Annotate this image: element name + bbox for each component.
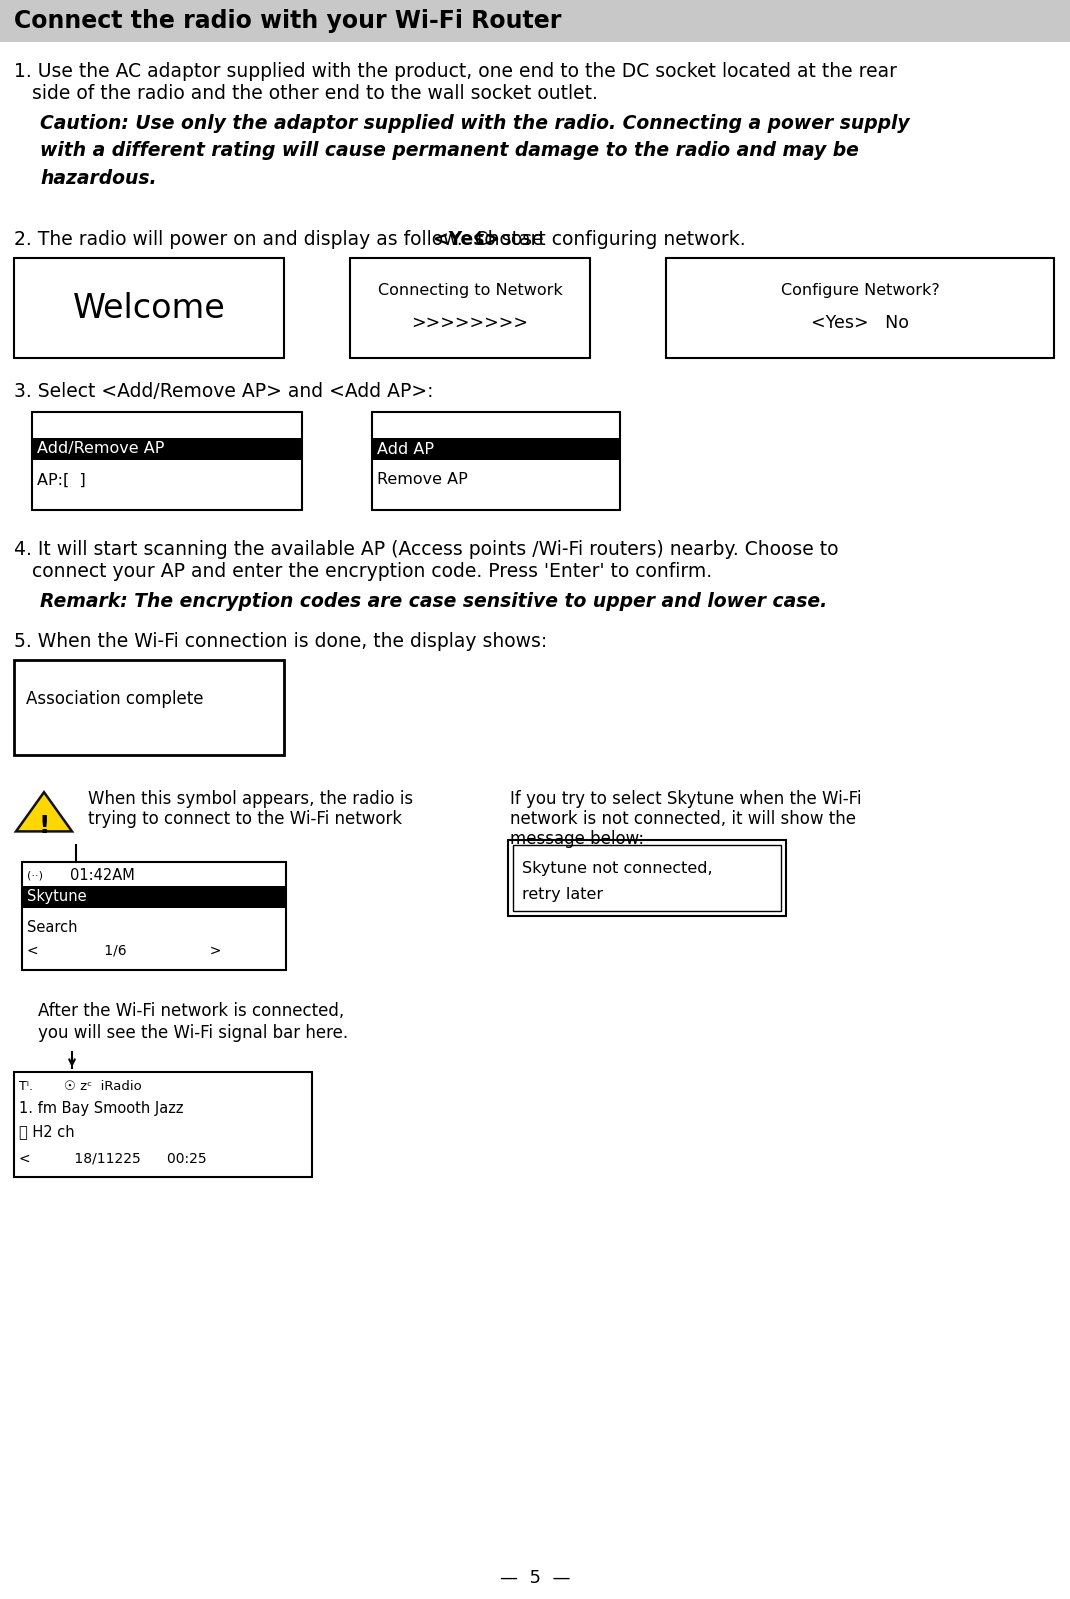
- Text: Add AP: Add AP: [377, 441, 434, 456]
- Text: Remove AP: Remove AP: [377, 472, 468, 488]
- Text: you will see the Wi-Fi signal bar here.: you will see the Wi-Fi signal bar here.: [39, 1023, 348, 1043]
- Bar: [32, 438, 302, 461]
- Text: 5. When the Wi-Fi connection is done, the display shows:: 5. When the Wi-Fi connection is done, th…: [14, 632, 547, 651]
- Text: When this symbol appears, the radio is: When this symbol appears, the radio is: [88, 790, 413, 807]
- Text: Connect the radio with your Wi-Fi Router: Connect the radio with your Wi-Fi Router: [14, 10, 562, 34]
- Text: 1. Use the AC adaptor supplied with the product, one end to the DC socket locate: 1. Use the AC adaptor supplied with the …: [14, 62, 897, 82]
- Text: <Yes>   No: <Yes> No: [811, 313, 910, 333]
- Text: <Yes>: <Yes>: [432, 230, 500, 249]
- Bar: [32, 413, 302, 510]
- Text: trying to connect to the Wi-Fi network: trying to connect to the Wi-Fi network: [88, 811, 402, 828]
- Text: >>>>>>>>: >>>>>>>>: [412, 313, 529, 333]
- Text: 3. Select <Add/Remove AP> and <Add AP>:: 3. Select <Add/Remove AP> and <Add AP>:: [14, 382, 433, 401]
- Bar: [513, 844, 781, 911]
- Text: connect your AP and enter the encryption code. Press 'Enter' to confirm.: connect your AP and enter the encryption…: [14, 561, 713, 580]
- Text: side of the radio and the other end to the wall socket outlet.: side of the radio and the other end to t…: [14, 85, 598, 102]
- Text: After the Wi-Fi network is connected,: After the Wi-Fi network is connected,: [39, 1003, 345, 1020]
- Bar: [372, 413, 620, 510]
- Text: message below:: message below:: [510, 830, 644, 847]
- Text: network is not connected, it will show the: network is not connected, it will show t…: [510, 811, 856, 828]
- Text: 2. The radio will power on and display as follow.  Choose: 2. The radio will power on and display a…: [14, 230, 550, 249]
- Bar: [14, 257, 284, 358]
- Bar: [372, 438, 620, 461]
- Text: Tᴵ.: Tᴵ.: [19, 1081, 33, 1094]
- Text: to start configuring network.: to start configuring network.: [471, 230, 745, 249]
- Text: —  5  —: — 5 —: [500, 1569, 570, 1586]
- Polygon shape: [16, 792, 72, 831]
- Text: If you try to select Skytune when the Wi-Fi: If you try to select Skytune when the Wi…: [510, 790, 861, 807]
- Bar: [22, 886, 286, 908]
- Text: 4. It will start scanning the available AP (Access points /Wi-Fi routers) nearby: 4. It will start scanning the available …: [14, 540, 839, 560]
- Bar: [14, 660, 284, 755]
- Text: Search: Search: [27, 919, 77, 934]
- Text: Connecting to Network: Connecting to Network: [378, 283, 563, 297]
- Text: <               1/6                   >: < 1/6 >: [27, 943, 221, 956]
- Bar: [22, 862, 286, 971]
- Bar: [350, 257, 590, 358]
- Text: Skytune not connected,: Skytune not connected,: [522, 860, 713, 876]
- Text: ☉ zᶜ  iRadio: ☉ zᶜ iRadio: [64, 1081, 141, 1094]
- Text: Welcome: Welcome: [73, 291, 226, 325]
- Text: Skytune: Skytune: [27, 889, 87, 905]
- Bar: [666, 257, 1054, 358]
- Text: Configure Network?: Configure Network?: [781, 283, 939, 297]
- Text: AP:[  ]: AP:[ ]: [37, 472, 86, 488]
- Text: !: !: [39, 814, 49, 838]
- Text: Remark: The encryption codes are case sensitive to upper and lower case.: Remark: The encryption codes are case se…: [40, 592, 827, 611]
- Text: (··): (··): [27, 871, 43, 881]
- Text: ⓘ H2 ch: ⓘ H2 ch: [19, 1124, 75, 1140]
- Text: retry later: retry later: [522, 886, 603, 902]
- Text: Caution: Use only the adaptor supplied with the radio. Connecting a power supply: Caution: Use only the adaptor supplied w…: [40, 114, 910, 187]
- Text: Add/Remove AP: Add/Remove AP: [37, 441, 165, 456]
- Text: 01:42AM: 01:42AM: [70, 868, 135, 884]
- Text: 1. fm Bay Smooth Jazz: 1. fm Bay Smooth Jazz: [19, 1102, 183, 1116]
- Bar: [0, 0, 1070, 42]
- Text: Association complete: Association complete: [26, 691, 203, 708]
- Bar: [508, 839, 786, 916]
- Bar: [14, 1071, 312, 1177]
- Text: <          18/11225      00:25: < 18/11225 00:25: [19, 1151, 207, 1166]
